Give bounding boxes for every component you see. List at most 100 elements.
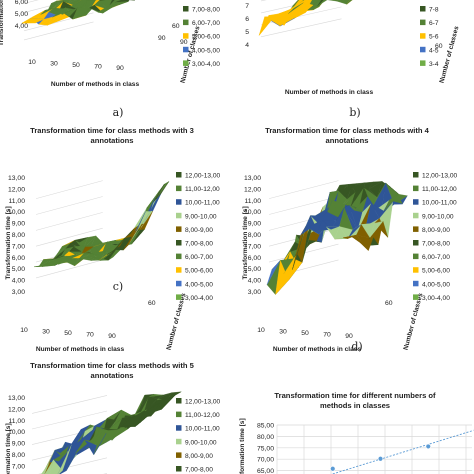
surface-facet bbox=[99, 0, 105, 1]
surface-facet bbox=[63, 254, 76, 259]
y-tick-label: 80,00 bbox=[257, 434, 274, 441]
legend-label: 5-6 bbox=[429, 34, 439, 41]
surface-facet bbox=[151, 184, 165, 205]
surface-facet bbox=[49, 459, 63, 474]
surface bbox=[41, 391, 182, 474]
surface-facet bbox=[67, 0, 78, 4]
x-axis-label: Number of methods in class bbox=[51, 81, 140, 88]
z-tick-label: 7,00 bbox=[12, 463, 25, 470]
surface-facet bbox=[89, 4, 104, 14]
legend-swatch bbox=[413, 226, 419, 232]
surface-facet bbox=[74, 237, 88, 243]
surface-facet bbox=[74, 255, 88, 267]
legend-label: 3-4 bbox=[429, 61, 439, 68]
surface-facet bbox=[21, 21, 36, 24]
x-tick-label: 10 bbox=[20, 327, 28, 334]
x-tick-label: 50 bbox=[64, 330, 72, 337]
z-tick-label: 8,00 bbox=[248, 232, 261, 239]
z-tick-label: 12,00 bbox=[8, 186, 25, 193]
legend-label: 4,00-5,00 bbox=[185, 281, 213, 288]
surface-facet bbox=[51, 255, 65, 260]
legend-swatch bbox=[183, 6, 189, 12]
surface-facet bbox=[71, 252, 85, 259]
legend-swatch bbox=[176, 240, 182, 246]
z-tick-label: 9,00 bbox=[12, 221, 25, 228]
surface-facet bbox=[346, 0, 353, 5]
gridline bbox=[260, 18, 342, 38]
panel-caption: b) bbox=[349, 106, 360, 119]
surface-facet bbox=[102, 428, 118, 431]
surface-facet bbox=[57, 243, 71, 254]
surface-facet bbox=[29, 17, 44, 24]
legend-swatch bbox=[420, 6, 426, 12]
legend-swatch bbox=[176, 226, 182, 232]
legend-label: 11,00-12,00 bbox=[185, 412, 220, 419]
z-axis-label: Transformation time [s] bbox=[5, 423, 12, 474]
chart-panel-d: Transformation time for class methods wi… bbox=[237, 120, 474, 355]
surface-facet bbox=[93, 430, 109, 455]
surface-facet bbox=[359, 237, 374, 246]
legend-swatch bbox=[413, 212, 419, 219]
surface-facet bbox=[90, 257, 104, 261]
surface-facet bbox=[104, 244, 118, 252]
legend-swatch bbox=[413, 172, 419, 178]
chart-title-line: Transformation time for class methods wi… bbox=[30, 126, 194, 135]
surface-facet bbox=[156, 181, 170, 200]
z-axis-label: Transformation bbox=[0, 0, 5, 46]
surface-facet bbox=[384, 194, 398, 212]
surface-facet bbox=[75, 440, 90, 454]
chart-panel-b: 7 6 5 4 60 Number of methods in class Number o… bbox=[237, 0, 474, 120]
legend-swatch bbox=[183, 60, 189, 66]
x-tick-label: 70 bbox=[94, 64, 102, 71]
y-tick-label: 60 bbox=[385, 300, 393, 307]
legend-label: 5,00-6,00 bbox=[185, 268, 213, 275]
surface-facet bbox=[40, 8, 54, 16]
surface-facet bbox=[55, 14, 70, 23]
surface-facet bbox=[58, 257, 72, 265]
z-tick-label: 7,00 bbox=[248, 243, 261, 250]
surface-facet bbox=[44, 459, 54, 474]
z-tick-label: 6,00 bbox=[248, 255, 261, 262]
panel-caption: d) bbox=[351, 340, 362, 353]
z-tick-label: 10,00 bbox=[8, 209, 25, 216]
x-axis-label: Number of methods in class bbox=[285, 89, 374, 96]
surface-facet bbox=[361, 223, 375, 226]
legend-swatch bbox=[413, 267, 419, 273]
chart-title-line: Transformation time for different number… bbox=[274, 391, 436, 400]
legend-swatch bbox=[420, 60, 426, 66]
z-tick-label: 6,00 bbox=[12, 255, 25, 262]
gridline bbox=[35, 212, 103, 231]
legend-label: 3,00-4,00 bbox=[422, 295, 450, 302]
y-tick-label: 60 bbox=[148, 300, 156, 307]
chart-title-line: annotations bbox=[325, 136, 368, 145]
chart-title-line: annotations bbox=[90, 371, 133, 380]
legend-swatch bbox=[413, 294, 419, 300]
legend-label: 6,00-7,00 bbox=[422, 254, 450, 261]
surface-facet bbox=[327, 200, 342, 219]
legend-label: 12,00-13,00 bbox=[185, 399, 221, 406]
y-tick-label: 60 bbox=[435, 43, 443, 50]
surface bbox=[258, 0, 353, 36]
surface-facet bbox=[66, 258, 80, 263]
z-tick-label: 12,00 bbox=[244, 186, 261, 193]
legend-label: 7,00-8,00 bbox=[185, 241, 213, 248]
y-tick-label: 90 bbox=[158, 35, 166, 42]
legend-label: 5,00-6,00 bbox=[422, 268, 450, 275]
legend-label: 6,00-7,00 bbox=[185, 254, 213, 261]
legend-swatch bbox=[183, 33, 189, 39]
chart-title-line: annotations bbox=[90, 136, 133, 145]
surface-facet bbox=[97, 7, 112, 14]
surface-facet bbox=[317, 0, 324, 7]
surface-facet bbox=[279, 17, 296, 27]
surface-facet bbox=[91, 250, 105, 256]
trendline bbox=[330, 429, 474, 474]
legend-swatch bbox=[176, 452, 182, 458]
x-tick-label: 10 bbox=[28, 59, 36, 66]
surface-facet bbox=[347, 224, 362, 239]
z-tick-label: 6 bbox=[245, 16, 249, 23]
gridline bbox=[35, 227, 103, 247]
x-axis-label: Number of methods in class bbox=[36, 346, 125, 353]
x-tick-label: 70 bbox=[323, 332, 331, 339]
surface-facet bbox=[275, 259, 289, 296]
x-tick-label: 30 bbox=[42, 329, 50, 336]
